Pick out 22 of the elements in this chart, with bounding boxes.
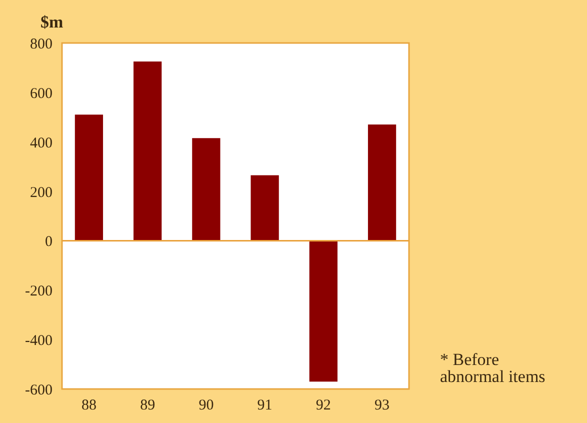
- bar: [250, 175, 279, 241]
- x-tick-label: 92: [316, 398, 331, 414]
- y-tick-label: -200: [25, 284, 52, 300]
- y-axis-title: $m: [40, 12, 64, 32]
- x-tick-label: 89: [140, 398, 156, 414]
- x-tick-label: 91: [257, 398, 272, 414]
- bar: [368, 124, 396, 241]
- x-tick-label: 93: [374, 398, 390, 414]
- y-tick-label: -400: [25, 333, 52, 350]
- y-tick-label: 0: [45, 234, 52, 250]
- y-tick-label: 600: [30, 86, 52, 102]
- y-tick-label: -600: [25, 382, 52, 398]
- x-tick-label: 90: [198, 398, 214, 414]
- y-tick-label: 800: [30, 36, 52, 52]
- bar: [134, 62, 162, 241]
- x-tick-label: 88: [81, 398, 96, 414]
- bar: [309, 240, 338, 382]
- y-tick-label: 400: [30, 135, 52, 152]
- y-tick-label: 200: [30, 184, 52, 201]
- text: * Before abnormal items: [440, 350, 546, 386]
- bar: [192, 138, 220, 241]
- bar: [74, 114, 104, 241]
